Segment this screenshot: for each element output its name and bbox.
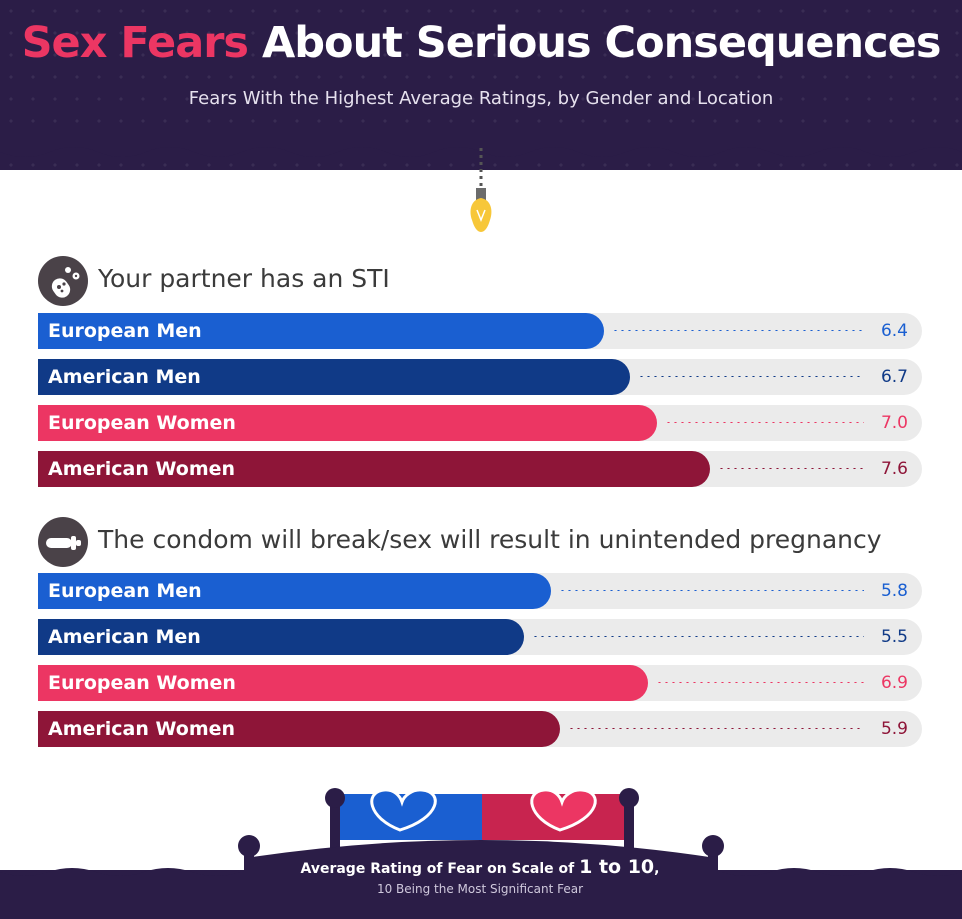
bar-leader-dots xyxy=(665,421,864,424)
bar-category-label: European Women xyxy=(48,672,236,694)
header-banner: Sex Fears About Serious Consequences Fea… xyxy=(0,0,962,170)
bar xyxy=(38,313,604,349)
bar-row: European Men 6.4 xyxy=(38,313,922,349)
footer-scale-text: Average Rating of Fear on Scale of 1 to … xyxy=(230,856,730,878)
bar-leader-dots xyxy=(532,635,864,638)
bar xyxy=(38,711,560,747)
bar-row: European Women 7.0 xyxy=(38,405,922,441)
bar-row: American Men 6.7 xyxy=(38,359,922,395)
bar-category-label: European Men xyxy=(48,580,202,602)
page-subtitle: Fears With the Highest Average Ratings, … xyxy=(188,88,774,109)
title-accent: Sex Fears xyxy=(21,18,249,68)
section-title-condom: The condom will break/sex will result in… xyxy=(98,525,882,554)
light-bulb-icon xyxy=(470,148,492,232)
bar-category-label: American Men xyxy=(48,626,201,648)
bar xyxy=(38,359,630,395)
bar-value-label: 7.0 xyxy=(880,413,908,433)
bar-leader-dots xyxy=(638,375,864,378)
footer-scale-note: 10 Being the Most Significant Fear xyxy=(376,882,584,896)
footer-note: Average Rating of Fear on Scale of 1 to … xyxy=(230,856,730,896)
bar-leader-dots xyxy=(718,467,864,470)
bar-leader-dots xyxy=(559,589,864,592)
header-wave-edge xyxy=(0,138,962,157)
virus-icon xyxy=(38,256,88,306)
bar-value-label: 7.6 xyxy=(880,459,908,479)
title-rest: About Serious Consequences xyxy=(262,18,941,68)
bar xyxy=(38,405,657,441)
bar-value-label: 5.5 xyxy=(880,627,908,647)
bar-value-label: 6.7 xyxy=(880,367,908,387)
bar xyxy=(38,573,551,609)
bar-category-label: American Women xyxy=(48,458,236,480)
bar-value-label: 6.4 xyxy=(880,321,908,341)
footer-scale-suffix: , xyxy=(654,861,660,877)
bar-category-label: European Men xyxy=(48,320,202,342)
page-title: Sex Fears About Serious Consequences xyxy=(0,18,962,68)
bar xyxy=(38,619,524,655)
condom-icon xyxy=(38,517,88,567)
bar-value-label: 5.8 xyxy=(880,581,908,601)
bar-category-label: American Men xyxy=(48,366,201,388)
section-title-sti: Your partner has an STI xyxy=(98,264,390,293)
footer-scale-prefix: Average Rating of Fear on Scale of xyxy=(300,861,580,877)
bar-value-label: 5.9 xyxy=(880,719,908,739)
bar-leader-dots xyxy=(656,681,864,684)
bar-leader-dots xyxy=(568,727,864,730)
bar-row: European Men 5.8 xyxy=(38,573,922,609)
bar-category-label: European Women xyxy=(48,412,236,434)
bar-row: American Women 7.6 xyxy=(38,451,922,487)
footer-scale-range: 1 to 10 xyxy=(579,856,655,878)
bed-illustration xyxy=(0,788,962,919)
bar-row: American Men 5.5 xyxy=(38,619,922,655)
bar-row: American Women 5.9 xyxy=(38,711,922,747)
bar-leader-dots xyxy=(612,329,864,332)
bar xyxy=(38,665,648,701)
bar-value-label: 6.9 xyxy=(880,673,908,693)
bar-category-label: American Women xyxy=(48,718,236,740)
bar xyxy=(38,451,710,487)
bar-row: European Women 6.9 xyxy=(38,665,922,701)
